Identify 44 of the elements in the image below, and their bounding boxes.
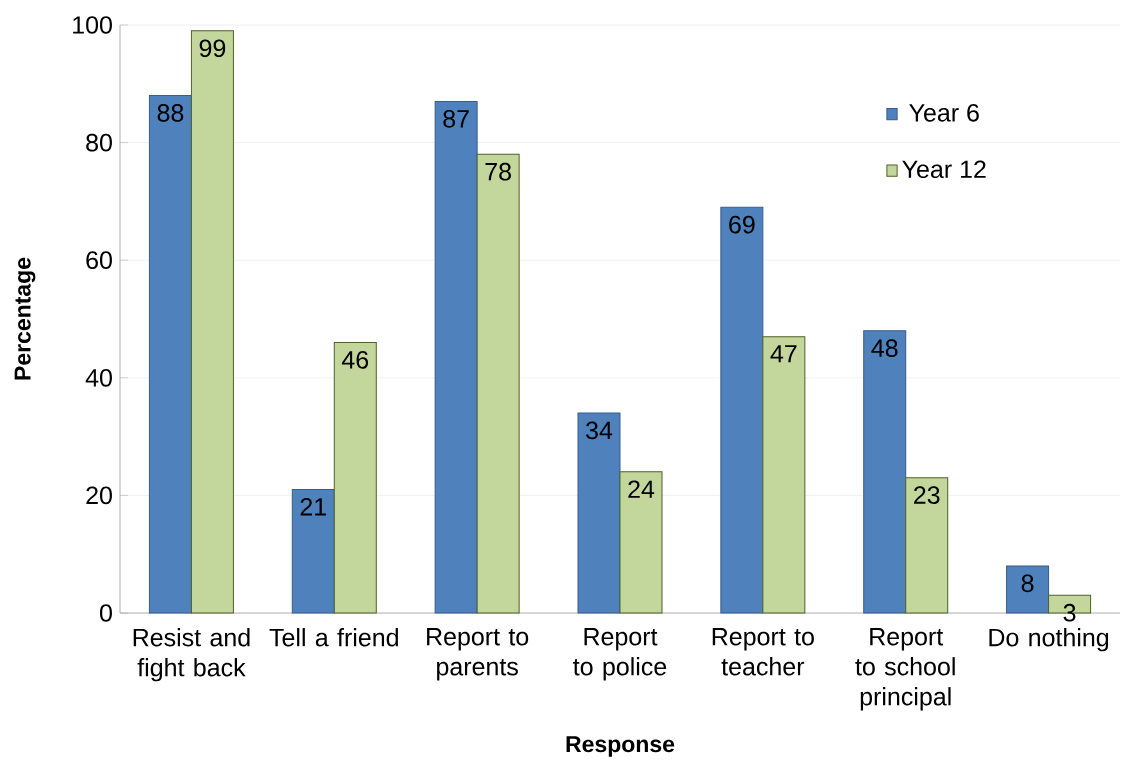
data-label: 78	[485, 162, 511, 181]
data-label: 48	[871, 339, 898, 357]
data-label: 23	[914, 486, 940, 504]
x-tick-label: Report to parents	[427, 628, 529, 681]
bar	[720, 206, 764, 614]
bar	[476, 153, 520, 614]
y-tick-label: 80	[86, 133, 112, 152]
data-label: 3	[1063, 603, 1076, 622]
y-tick-label: 20	[86, 486, 112, 505]
y-tick-label: 100	[73, 16, 112, 34]
bar	[190, 30, 234, 614]
legend-label: Year 6	[909, 103, 979, 122]
data-label: 87	[443, 109, 469, 128]
data-label: 8	[1021, 574, 1034, 593]
x-tick-label: Report to police	[573, 628, 667, 681]
legend-label: Year 12	[902, 160, 986, 179]
bar	[577, 412, 621, 614]
data-label: 47	[770, 345, 797, 363]
bar	[1006, 565, 1050, 614]
data-label: 34	[586, 421, 613, 440]
y-tick-label: 0	[100, 604, 112, 622]
y-tick-label: 40	[85, 368, 112, 387]
bar	[619, 471, 663, 614]
x-tick-label: Report to school principal	[855, 628, 955, 711]
y-tick-label: 60	[86, 251, 112, 270]
x-tick-label: Resist and fight back	[133, 628, 250, 682]
data-label: 21	[300, 498, 326, 516]
bar	[434, 100, 478, 614]
bar	[905, 477, 949, 614]
data-label: 69	[729, 215, 755, 234]
bar	[863, 330, 907, 614]
x-tick-label: Do nothing	[989, 628, 1109, 652]
bar	[148, 95, 192, 614]
data-label: 88	[157, 104, 184, 122]
data-label: 99	[199, 39, 226, 58]
bar	[333, 342, 377, 614]
x-axis-title: Response	[566, 736, 675, 757]
x-tick-label: Report to teacher	[712, 628, 814, 676]
x-tick-label: Tell a friend	[269, 628, 398, 647]
bar	[291, 489, 335, 614]
bar	[762, 336, 806, 614]
y-axis-title: Percentage	[14, 257, 36, 380]
data-label: 46	[341, 351, 369, 369]
data-label: 24	[628, 480, 655, 498]
